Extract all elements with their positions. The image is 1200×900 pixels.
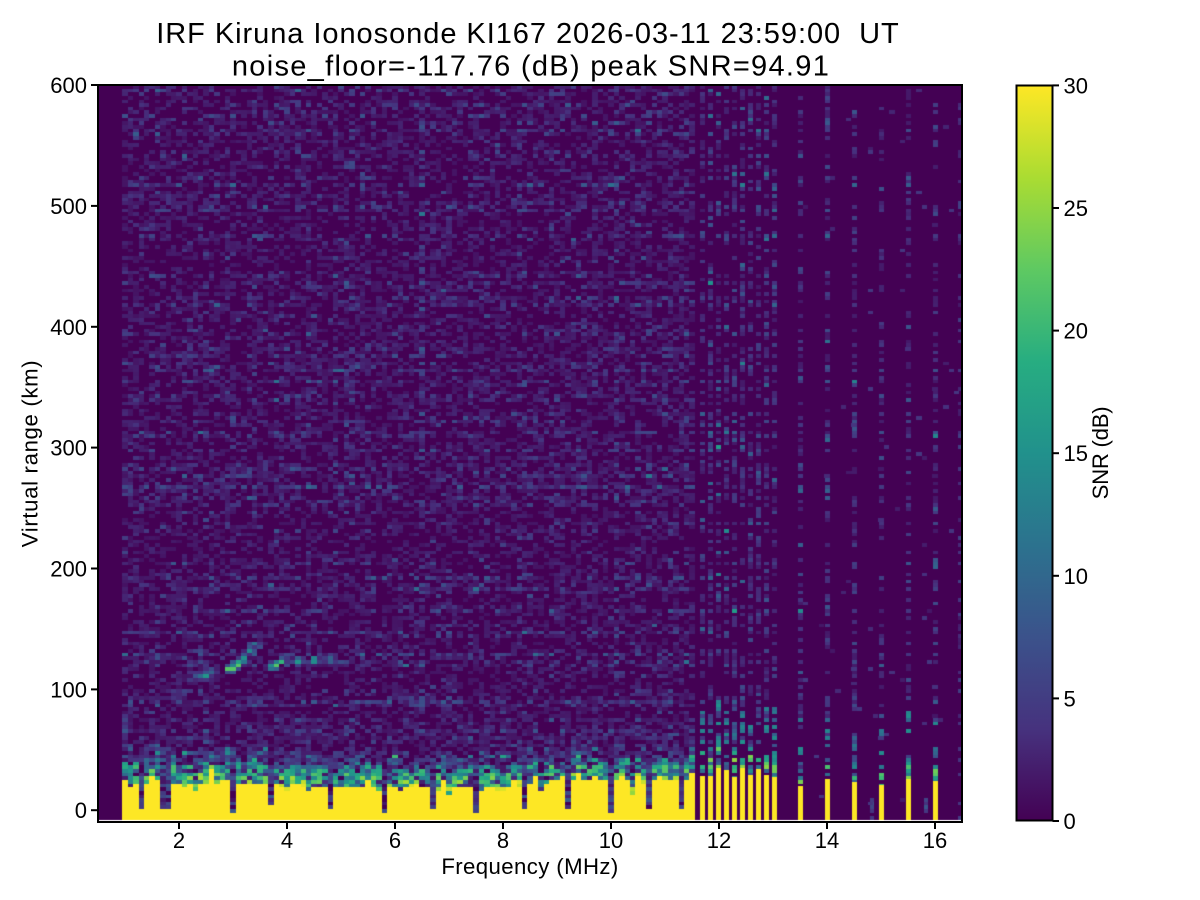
svg-text:4: 4: [281, 828, 293, 853]
svg-text:600: 600: [50, 73, 87, 98]
svg-text:20: 20: [1064, 319, 1088, 344]
svg-text:8: 8: [497, 828, 509, 853]
svg-text:300: 300: [50, 436, 87, 461]
svg-text:200: 200: [50, 557, 87, 582]
svg-text:30: 30: [1064, 73, 1088, 98]
svg-text:Frequency (MHz): Frequency (MHz): [441, 854, 618, 879]
svg-text:Virtual range (km): Virtual range (km): [18, 360, 43, 548]
svg-text:400: 400: [50, 315, 87, 340]
svg-text:6: 6: [389, 828, 401, 853]
svg-text:16: 16: [923, 828, 947, 853]
svg-text:0: 0: [75, 798, 87, 823]
svg-text:12: 12: [707, 828, 731, 853]
svg-text:0: 0: [1064, 809, 1076, 834]
svg-text:25: 25: [1064, 196, 1088, 221]
svg-text:SNR (dB): SNR (dB): [1088, 407, 1113, 500]
svg-text:15: 15: [1064, 441, 1088, 466]
svg-text:5: 5: [1064, 686, 1076, 711]
svg-text:500: 500: [50, 194, 87, 219]
svg-text:2: 2: [173, 828, 185, 853]
svg-text:100: 100: [50, 677, 87, 702]
svg-text:10: 10: [1064, 564, 1088, 589]
svg-text:10: 10: [599, 828, 623, 853]
svg-text:noise_floor=-117.76 (dB) peak: noise_floor=-117.76 (dB) peak SNR=94.91: [232, 51, 830, 83]
svg-text:IRF Kiruna Ionosonde KI167 202: IRF Kiruna Ionosonde KI167 2026-03-11 23…: [156, 18, 899, 50]
svg-text:14: 14: [815, 828, 839, 853]
